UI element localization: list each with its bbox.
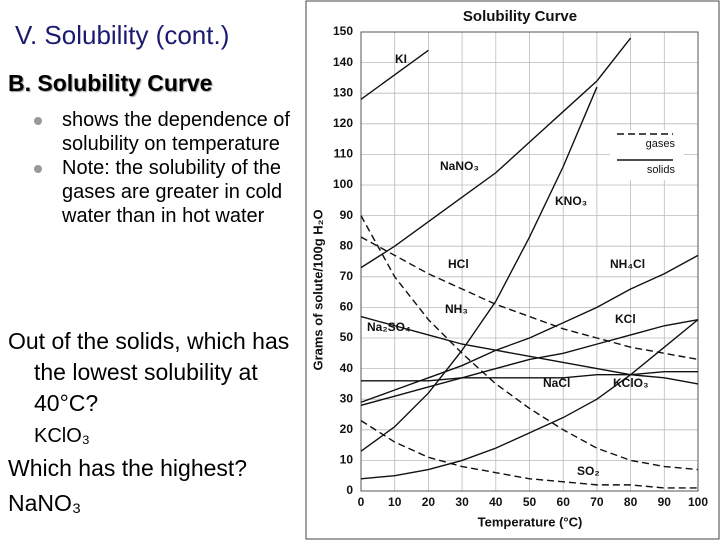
x-tick-label: 60 bbox=[557, 495, 571, 509]
y-tick-label: 80 bbox=[340, 238, 354, 252]
y-tick-label: 0 bbox=[346, 483, 353, 497]
series-label: HCl bbox=[448, 257, 469, 271]
y-tick-label: 110 bbox=[334, 147, 354, 161]
series-label: Na₂SO₄ bbox=[367, 320, 411, 334]
y-tick-label: 50 bbox=[340, 330, 354, 344]
x-tick-label: 10 bbox=[388, 495, 402, 509]
series-line bbox=[360, 49, 429, 100]
x-tick-label: 20 bbox=[422, 495, 436, 509]
series-label: NH₄Cl bbox=[610, 257, 645, 271]
y-tick-label: 90 bbox=[340, 208, 354, 222]
series-label: NH₃ bbox=[445, 302, 468, 316]
y-tick-label: 100 bbox=[333, 177, 353, 191]
x-tick-label: 90 bbox=[658, 495, 672, 509]
series-label: KNO₃ bbox=[555, 194, 587, 208]
series-line bbox=[360, 254, 699, 403]
series-line bbox=[360, 315, 699, 385]
legend-label: gases bbox=[646, 138, 676, 150]
plot-border bbox=[360, 31, 699, 492]
y-tick-label: 40 bbox=[340, 361, 354, 375]
bullet-list: shows the dependence of solubility on te… bbox=[30, 108, 327, 228]
legend-label: solids bbox=[647, 164, 676, 176]
series-label: SO₂ bbox=[577, 464, 600, 478]
y-tick-label: 60 bbox=[340, 300, 354, 314]
x-tick-label: 0 bbox=[358, 495, 365, 509]
question: Out of the solids, which has the lowest … bbox=[8, 328, 290, 416]
series-label: KClO₃ bbox=[613, 376, 649, 390]
y-tick-label: 120 bbox=[333, 116, 353, 130]
series-label: KCl bbox=[615, 312, 636, 326]
y-tick-label: 10 bbox=[340, 453, 354, 467]
x-tick-label: 70 bbox=[590, 495, 604, 509]
series-line bbox=[360, 37, 632, 269]
y-tick-label: 20 bbox=[340, 422, 354, 436]
x-tick-label: 30 bbox=[455, 495, 469, 509]
x-tick-label: 80 bbox=[624, 495, 638, 509]
series-line bbox=[361, 370, 698, 382]
y-axis-label: Grams of solute/100g H₂O bbox=[310, 209, 325, 370]
legend-box bbox=[610, 130, 684, 180]
y-tick-label: 140 bbox=[333, 55, 353, 69]
bullet: shows the dependence of solubility on te… bbox=[34, 108, 327, 156]
chart: Solubility Curve Temperature (°C) Grams … bbox=[305, 0, 720, 540]
series-label: NaNO₃ bbox=[440, 159, 479, 173]
series-label: NaCl bbox=[543, 376, 570, 390]
series-line bbox=[360, 215, 699, 471]
series-line bbox=[360, 420, 698, 489]
x-tick-label: 50 bbox=[523, 495, 537, 509]
question: Which has the highest? bbox=[8, 455, 248, 481]
series-label: KI bbox=[395, 52, 407, 66]
series-line bbox=[360, 319, 699, 480]
series-line bbox=[360, 318, 699, 406]
x-axis-label: Temperature (°C) bbox=[478, 514, 583, 529]
slide-subtitle: B. Solubility Curve bbox=[8, 70, 213, 96]
chart-title: Solubility Curve bbox=[463, 8, 577, 25]
series-line bbox=[360, 236, 699, 361]
slide-title: V. Solubility (cont.) bbox=[15, 20, 230, 50]
y-tick-label: 130 bbox=[333, 85, 353, 99]
bullet: Note: the solubility of the gases are gr… bbox=[34, 156, 327, 228]
answer: KClO₃ bbox=[34, 425, 90, 447]
y-tick-label: 150 bbox=[333, 24, 353, 38]
answer: NaNO₃ bbox=[8, 490, 82, 516]
y-tick-label: 70 bbox=[340, 269, 354, 283]
series-line bbox=[360, 86, 598, 452]
x-tick-label: 40 bbox=[489, 495, 503, 509]
x-tick-label: 100 bbox=[688, 495, 708, 509]
y-tick-label: 30 bbox=[340, 391, 354, 405]
